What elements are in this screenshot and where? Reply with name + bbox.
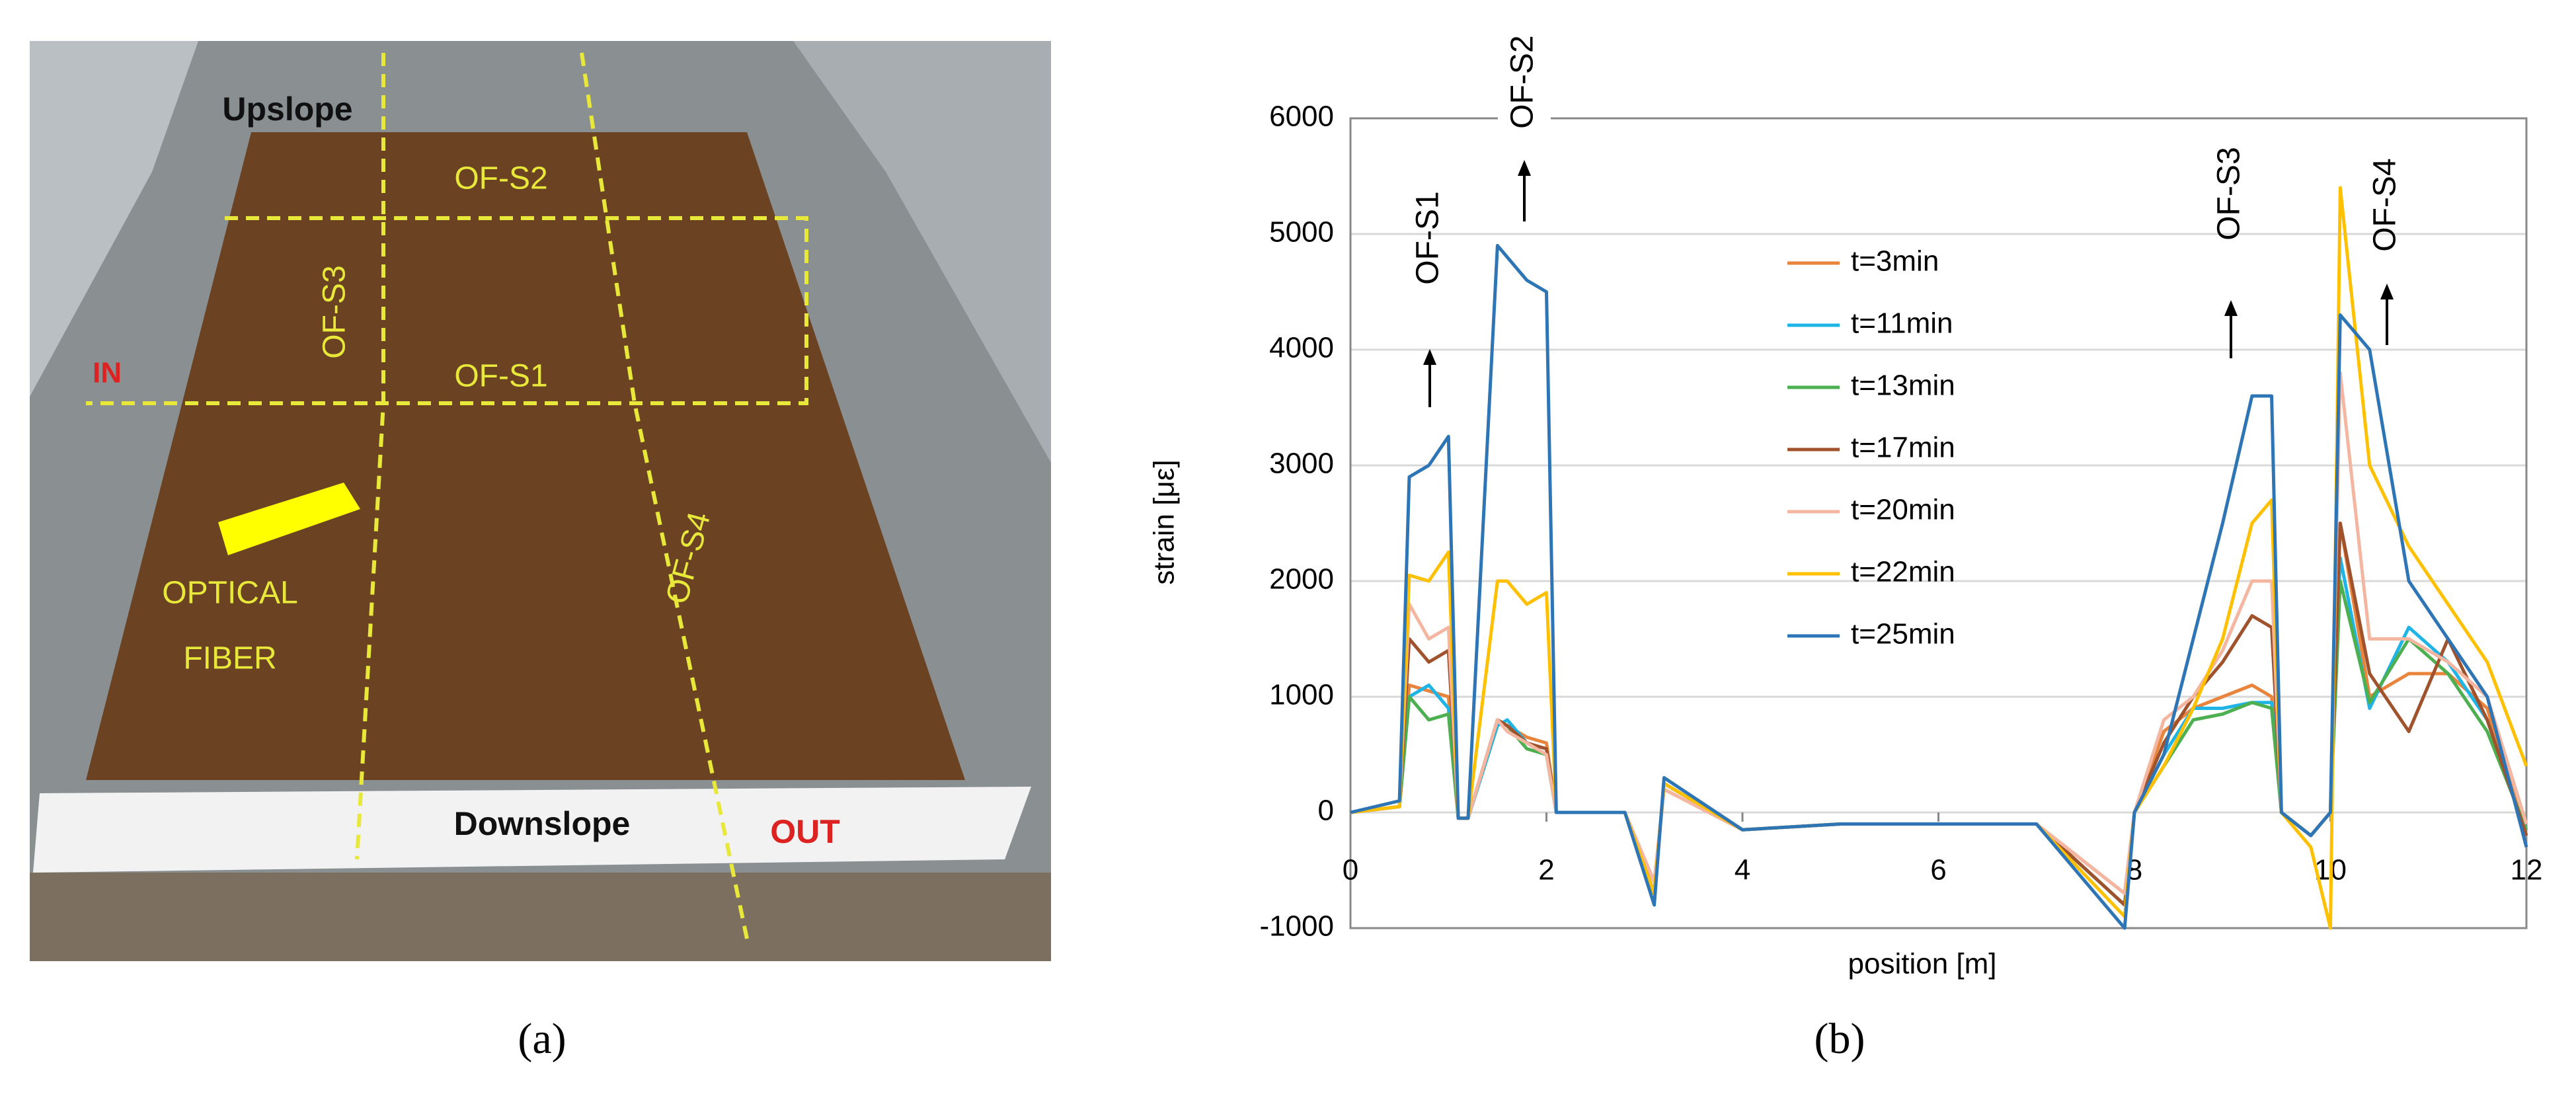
y-tick-label: 6000: [1269, 100, 1334, 133]
legend-label: t=3min: [1851, 245, 1939, 278]
legend-label: t=25min: [1851, 618, 1955, 650]
annotation-bg: [1498, 0, 1551, 168]
floor: [30, 873, 1051, 961]
photo-label: OF-S3: [317, 265, 352, 358]
annotation: OF-S3: [2212, 147, 2247, 240]
plot-frame: [1349, 117, 2528, 929]
photo-label: OF-S2: [454, 161, 547, 196]
arrow-head: [1423, 349, 1436, 365]
legend-label: t=20min: [1851, 494, 1955, 526]
series-line: [1350, 556, 2528, 907]
photo-label: OF-S1: [454, 359, 547, 394]
legend-label: t=17min: [1851, 432, 1955, 464]
left-wall: [30, 41, 198, 397]
photo-label: FIBER: [183, 641, 276, 676]
y-tick-label: 3000: [1269, 448, 1334, 480]
photo-label: IN: [93, 357, 122, 389]
soil: [86, 132, 965, 780]
arrow: [218, 483, 360, 555]
x-tick-label: 4: [1735, 854, 1750, 886]
arrow-head: [2380, 284, 2394, 299]
y-tick-label: 0: [1318, 795, 1334, 827]
x-tick-label: 2: [1538, 854, 1554, 886]
legend-label: t=13min: [1851, 370, 1955, 402]
y-tick-label: 1000: [1269, 679, 1334, 711]
x-tick-label: 6: [1930, 854, 1946, 886]
y-tick-label: 5000: [1269, 216, 1334, 249]
arrow-head: [2224, 300, 2238, 316]
banner: [33, 787, 1031, 873]
legend-label: t=11min: [1851, 307, 1953, 340]
annotation: OF-S1: [1411, 191, 1446, 284]
photo-label: OUT: [770, 813, 840, 850]
annotation: OF-S2: [1505, 35, 1540, 128]
fiber-path: [580, 52, 749, 939]
photo-label: OPTICAL: [162, 576, 297, 611]
fiber-path: [355, 53, 385, 860]
arrow-head: [1518, 160, 1531, 176]
photo-label: Upslope: [222, 91, 352, 128]
right-wall: [793, 41, 1051, 463]
caption: (b): [1815, 1015, 1865, 1063]
legend-label: t=22min: [1851, 556, 1955, 588]
fiber-path: [86, 216, 808, 405]
y-tick-label: 4000: [1269, 332, 1334, 364]
photo: Upslope OF-S2 OF-S3 OF-S1 IN OPTICAL FIB…: [30, 41, 1051, 961]
y-axis-label: strain [με]: [1148, 459, 1181, 584]
x-axis-label: position [m]: [1848, 948, 1997, 980]
y-tick-label: 2000: [1269, 563, 1334, 596]
series-line: [1350, 244, 2528, 930]
y-tick-label: -1000: [1259, 910, 1334, 943]
annotation: OF-S4: [2368, 158, 2403, 251]
x-tick-label: 12: [2511, 854, 2543, 886]
photo-label: Downslope: [454, 805, 631, 842]
x-tick-label: 0: [1343, 854, 1358, 886]
caption: (a): [518, 1015, 566, 1063]
